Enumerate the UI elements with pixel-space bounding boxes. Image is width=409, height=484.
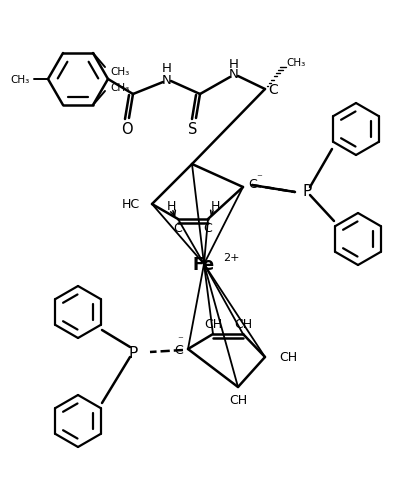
Text: CH₃: CH₃	[11, 75, 30, 85]
Text: H: H	[229, 58, 239, 70]
Text: CH: CH	[234, 318, 252, 331]
Text: CH₃: CH₃	[110, 67, 129, 77]
Text: HC: HC	[122, 198, 140, 211]
Text: C: C	[248, 178, 257, 191]
Text: N: N	[229, 68, 239, 81]
Text: H: H	[162, 62, 172, 76]
Text: CH: CH	[229, 393, 247, 407]
Text: Fe: Fe	[193, 256, 215, 273]
Text: ⁻: ⁻	[256, 173, 262, 182]
Text: ⁻: ⁻	[177, 334, 183, 344]
Text: O: O	[121, 121, 133, 136]
Text: CH₃: CH₃	[286, 58, 305, 68]
Text: C: C	[204, 221, 212, 234]
Text: 2+: 2+	[223, 253, 240, 262]
Text: N: N	[162, 74, 172, 86]
Text: H: H	[166, 199, 176, 212]
Text: C: C	[174, 343, 183, 356]
Text: S: S	[188, 121, 198, 136]
Text: CH: CH	[204, 318, 222, 331]
Text: CH₃: CH₃	[110, 83, 129, 93]
Text: P: P	[302, 184, 311, 199]
Text: H: H	[210, 199, 220, 212]
Text: C: C	[174, 221, 182, 234]
Text: P: P	[129, 345, 138, 360]
Text: CH: CH	[279, 351, 297, 364]
Text: C: C	[268, 83, 278, 97]
